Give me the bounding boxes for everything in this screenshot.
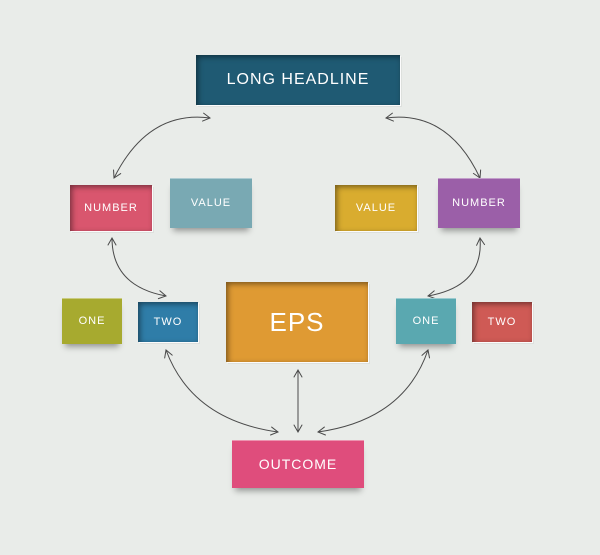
headline-label: LONG HEADLINE bbox=[227, 71, 370, 89]
left-number-label: NUMBER bbox=[84, 202, 138, 214]
left-number-box: NUMBER bbox=[70, 185, 152, 231]
right-value-box: VALUE bbox=[335, 185, 417, 231]
outcome-box: OUTCOME bbox=[232, 440, 364, 488]
left-two-box: TWO bbox=[138, 302, 198, 342]
outcome-label: OUTCOME bbox=[259, 456, 338, 472]
right-number-box: NUMBER bbox=[438, 178, 520, 228]
left-value-box: VALUE bbox=[170, 178, 252, 228]
left-value-label: VALUE bbox=[191, 197, 231, 209]
left-one-box: ONE bbox=[62, 298, 122, 344]
headline-box: LONG HEADLINE bbox=[196, 55, 400, 105]
eps-box: EPS bbox=[226, 282, 368, 362]
right-two-box: TWO bbox=[472, 302, 532, 342]
right-two-label: TWO bbox=[488, 316, 517, 328]
right-one-box: ONE bbox=[396, 298, 456, 344]
diagram-stage: LONG HEADLINE NUMBER VALUE VALUE NUMBER … bbox=[0, 0, 600, 555]
left-two-label: TWO bbox=[154, 316, 183, 328]
right-one-label: ONE bbox=[413, 315, 440, 327]
right-number-label: NUMBER bbox=[452, 197, 506, 209]
eps-label: EPS bbox=[269, 307, 324, 338]
left-one-label: ONE bbox=[79, 315, 106, 327]
right-value-label: VALUE bbox=[356, 202, 396, 214]
